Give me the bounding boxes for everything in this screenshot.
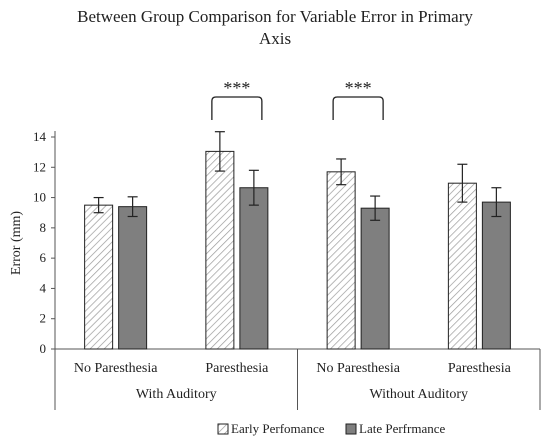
bar xyxy=(239,187,269,350)
y-tick-label: 12 xyxy=(33,159,46,174)
legend-label: Early Perfomance xyxy=(231,421,325,436)
legend-label: Late Perfrmance xyxy=(359,421,445,436)
y-tick-label: 6 xyxy=(40,250,47,265)
bar xyxy=(481,201,511,350)
chart-title-line-1: Between Group Comparison for Variable Er… xyxy=(77,7,473,26)
significance-label: *** xyxy=(223,78,250,98)
bars xyxy=(84,150,511,350)
significance-label: *** xyxy=(345,78,372,98)
y-tick-label: 8 xyxy=(40,220,47,235)
significance-bracket xyxy=(332,96,384,120)
category-label: No Paresthesia xyxy=(74,361,158,376)
y-tick-label: 0 xyxy=(40,341,47,356)
bar xyxy=(326,171,356,350)
category-label: No Paresthesia xyxy=(316,361,400,376)
y-tick-label: 4 xyxy=(40,280,47,295)
category-label: Paresthesia xyxy=(448,361,512,376)
legend-swatch xyxy=(217,423,229,435)
group-label: With Auditory xyxy=(136,387,217,402)
bar xyxy=(205,150,235,350)
y-tick-label: 14 xyxy=(33,129,47,144)
bar xyxy=(360,207,390,350)
legend-swatch xyxy=(345,423,357,435)
y-axis-label: Error (mm) xyxy=(9,211,24,275)
bar xyxy=(447,182,477,350)
group-label: Without Auditory xyxy=(369,387,468,402)
category-label: Paresthesia xyxy=(205,361,269,376)
bar xyxy=(84,204,114,350)
bar xyxy=(118,206,148,350)
significance-brackets: *** *** xyxy=(211,78,384,120)
legend: Early Perfomance Late Perfrmance xyxy=(217,421,445,436)
significance-bracket xyxy=(211,96,263,120)
category-labels: With Auditory Without Auditory No Paresthe… xyxy=(74,361,512,402)
y-tick-label: 2 xyxy=(40,311,47,326)
y-tick-label: 10 xyxy=(33,190,46,205)
chart-title-line-2: Axis xyxy=(259,29,291,48)
error-bars xyxy=(93,131,502,221)
